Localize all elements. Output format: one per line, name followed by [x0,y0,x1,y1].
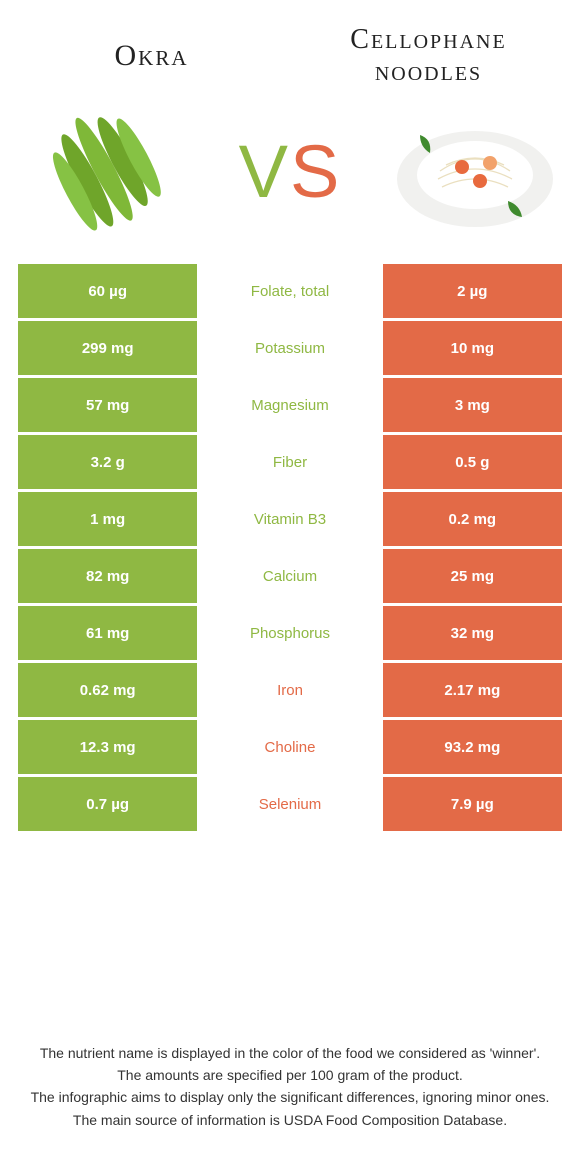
value-right: 7.9 µg [383,777,562,831]
footer-line-2: The amounts are specified per 100 gram o… [22,1065,558,1085]
table-row: 82 mgCalcium25 mg [18,549,562,603]
header-row: Okra Cellophane noodles [0,0,580,96]
table-row: 1 mgVitamin B30.2 mg [18,492,562,546]
footer-notes: The nutrient name is displayed in the co… [0,1017,580,1174]
vs-label: VS [239,129,342,214]
value-right: 10 mg [383,321,562,375]
value-right: 0.2 mg [383,492,562,546]
value-left: 299 mg [18,321,197,375]
table-row: 57 mgMagnesium3 mg [18,378,562,432]
footer-line-1: The nutrient name is displayed in the co… [22,1043,558,1063]
nutrient-label: Phosphorus [200,606,379,660]
vs-row: VS [0,96,580,264]
title-left: Okra [28,39,275,74]
value-right: 3 mg [383,378,562,432]
value-left: 57 mg [18,378,197,432]
nutrient-label: Fiber [200,435,379,489]
table-row: 12.3 mgCholine93.2 mg [18,720,562,774]
footer-line-3: The infographic aims to display only the… [22,1087,558,1107]
value-right: 2.17 mg [383,663,562,717]
vs-v: V [239,130,290,213]
table-row: 60 µgFolate, total2 µg [18,264,562,318]
nutrient-label: Potassium [200,321,379,375]
nutrient-label: Selenium [200,777,379,831]
value-left: 1 mg [18,492,197,546]
nutrient-label: Iron [200,663,379,717]
title-right: Cellophane noodles [305,24,552,88]
value-left: 82 mg [18,549,197,603]
value-left: 12.3 mg [18,720,197,774]
table-row: 0.62 mgIron2.17 mg [18,663,562,717]
table-row: 0.7 µgSelenium7.9 µg [18,777,562,831]
value-left: 0.7 µg [18,777,197,831]
value-right: 0.5 g [383,435,562,489]
table-row: 61 mgPhosphorus32 mg [18,606,562,660]
value-right: 32 mg [383,606,562,660]
nutrient-label: Folate, total [200,264,379,318]
footer-line-4: The main source of information is USDA F… [22,1110,558,1130]
vs-s: S [290,130,341,213]
value-left: 60 µg [18,264,197,318]
value-left: 61 mg [18,606,197,660]
nutrient-label: Vitamin B3 [200,492,379,546]
value-left: 3.2 g [18,435,197,489]
value-right: 2 µg [383,264,562,318]
nutrient-table: 60 µgFolate, total2 µg299 mgPotassium10 … [18,264,562,834]
table-row: 3.2 gFiber0.5 g [18,435,562,489]
nutrient-label: Magnesium [200,378,379,432]
value-left: 0.62 mg [18,663,197,717]
value-right: 93.2 mg [383,720,562,774]
food-image-left [20,96,190,246]
nutrient-label: Calcium [200,549,379,603]
table-row: 299 mgPotassium10 mg [18,321,562,375]
nutrient-label: Choline [200,720,379,774]
value-right: 25 mg [383,549,562,603]
food-image-right [390,96,560,246]
